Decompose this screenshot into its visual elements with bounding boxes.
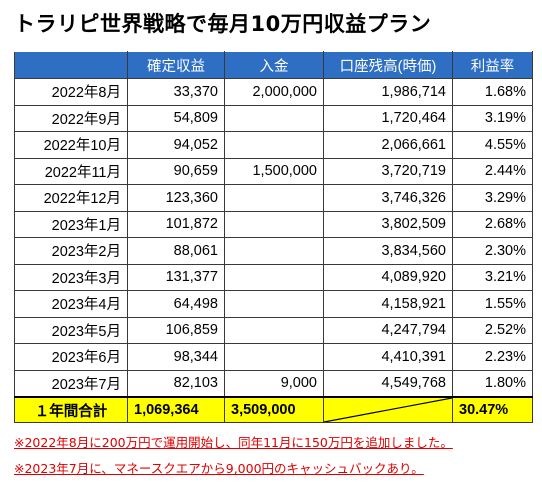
rate-cell: 3.21%	[452, 263, 533, 291]
total-row: １年間合計 1,069,364 3,509,000 30.47%	[14, 396, 533, 423]
profit-cell: 131,377	[127, 263, 225, 291]
month-cell: 2022年9月	[14, 104, 128, 132]
table-row: 2023年4月 64,498 4,158,921 1.55%	[14, 290, 533, 318]
deposit-cell: 1,500,000	[224, 157, 324, 185]
month-cell: 2023年2月	[14, 237, 128, 265]
deposit-cell	[224, 184, 324, 212]
table-row: 2023年3月 131,377 4,089,920 3.21%	[14, 263, 533, 291]
footnotes: ※2022年8月に200万円で運用開始し、同年11月に150万円を追加しました。…	[14, 432, 453, 484]
profit-cell: 54,809	[127, 104, 225, 132]
table-row: 2022年9月 54,809 1,720,464 3.19%	[14, 104, 533, 132]
balance-cell: 4,410,391	[323, 343, 453, 371]
balance-cell: 3,802,509	[323, 210, 453, 238]
rate-cell: 2.68%	[452, 210, 533, 238]
deposit-cell	[224, 237, 324, 265]
rate-cell: 2.23%	[452, 343, 533, 371]
rate-cell: 1.80%	[452, 369, 533, 398]
rate-cell: 3.29%	[452, 184, 533, 212]
total-label: １年間合計	[14, 396, 128, 423]
deposit-cell: 2,000,000	[224, 78, 324, 106]
deposit-cell: 9,000	[224, 369, 324, 398]
table-row: 2022年8月 33,370 2,000,000 1,986,714 1.68%	[14, 78, 533, 106]
profit-cell: 101,872	[127, 210, 225, 238]
rate-cell: 4.55%	[452, 131, 533, 159]
month-cell: 2022年8月	[14, 78, 128, 106]
table-row: 2022年12月 123,360 3,746,326 3.29%	[14, 184, 533, 212]
balance-cell: 2,066,661	[323, 131, 453, 159]
balance-cell: 1,986,714	[323, 78, 453, 106]
deposit-cell	[224, 210, 324, 238]
column-header-balance: 口座残高(時価)	[323, 51, 453, 79]
column-header-profit: 確定収益	[127, 51, 225, 79]
balance-cell: 3,746,326	[323, 184, 453, 212]
balance-cell: 4,089,920	[323, 263, 453, 291]
footnote: ※2022年8月に200万円で運用開始し、同年11月に150万円を追加しました。	[14, 435, 453, 450]
rate-cell: 2.30%	[452, 237, 533, 265]
profit-cell: 33,370	[127, 78, 225, 106]
table-row: 2023年6月 98,344 4,410,391 2.23%	[14, 343, 533, 371]
deposit-cell	[224, 316, 324, 344]
page-title: トラリピ世界戦略で毎月10万円収益プラン	[14, 12, 432, 36]
balance-cell: 3,834,560	[323, 237, 453, 265]
column-header-deposit: 入金	[224, 51, 324, 79]
month-cell: 2023年7月	[14, 369, 128, 398]
rate-cell: 3.19%	[452, 104, 533, 132]
deposit-cell	[224, 131, 324, 159]
balance-cell: 3,720,719	[323, 157, 453, 185]
rate-cell: 2.44%	[452, 157, 533, 185]
total-balance-diagonal-cell	[323, 396, 453, 423]
table-row: 2022年10月 94,052 2,066,661 4.55%	[14, 131, 533, 159]
total-deposit: 3,509,000	[224, 396, 324, 423]
balance-cell: 4,158,921	[323, 290, 453, 318]
rate-cell: 1.55%	[452, 290, 533, 318]
profit-cell: 88,061	[127, 237, 225, 265]
column-header-rate: 利益率	[452, 51, 533, 79]
footnote: ※2023年7月に、マネースクエアから9,000円のキャッシュバックあり。	[14, 461, 424, 476]
rate-cell: 2.52%	[452, 316, 533, 344]
table-header-row: 確定収益 入金 口座残高(時価) 利益率	[14, 51, 533, 79]
profit-cell: 90,659	[127, 157, 225, 185]
month-cell: 2022年11月	[14, 157, 128, 185]
profit-cell: 98,344	[127, 343, 225, 371]
diagonal-line-icon	[324, 398, 452, 422]
month-cell: 2023年3月	[14, 263, 128, 291]
table-row: 2023年7月 82,103 9,000 4,549,768 1.80%	[14, 369, 533, 398]
table-row: 2023年1月 101,872 3,802,509 2.68%	[14, 210, 533, 238]
profit-cell: 64,498	[127, 290, 225, 318]
balance-cell: 4,549,768	[323, 369, 453, 398]
profit-cell: 106,859	[127, 316, 225, 344]
month-cell: 2023年4月	[14, 290, 128, 318]
profit-cell: 123,360	[127, 184, 225, 212]
balance-cell: 4,247,794	[323, 316, 453, 344]
month-cell: 2023年1月	[14, 210, 128, 238]
total-profit: 1,069,364	[127, 396, 225, 423]
profit-cell: 94,052	[127, 131, 225, 159]
deposit-cell	[224, 290, 324, 318]
month-cell: 2022年10月	[14, 131, 128, 159]
rate-cell: 1.68%	[452, 78, 533, 106]
column-header-month	[14, 51, 128, 79]
profit-table: 確定収益 入金 口座残高(時価) 利益率 2022年8月 33,370 2,000,…	[14, 51, 533, 423]
profit-cell: 82,103	[127, 369, 225, 398]
deposit-cell	[224, 104, 324, 132]
balance-cell: 1,720,464	[323, 104, 453, 132]
table-row: 2022年11月 90,659 1,500,000 3,720,719 2.44%	[14, 157, 533, 185]
deposit-cell	[224, 263, 324, 291]
deposit-cell	[224, 343, 324, 371]
table-row: 2023年2月 88,061 3,834,560 2.30%	[14, 237, 533, 265]
month-cell: 2023年5月	[14, 316, 128, 344]
month-cell: 2023年6月	[14, 343, 128, 371]
total-rate: 30.47%	[452, 396, 533, 423]
table-row: 2023年5月 106,859 4,247,794 2.52%	[14, 316, 533, 344]
month-cell: 2022年12月	[14, 184, 128, 212]
